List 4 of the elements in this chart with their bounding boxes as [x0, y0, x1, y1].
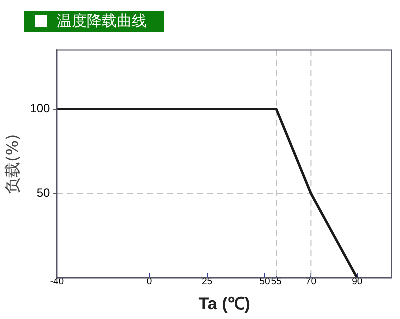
y-tick-label: 100 [30, 102, 51, 116]
x-axis-title: Ta (℃) [198, 294, 250, 314]
y-axis-title: 负载(%) [2, 134, 22, 194]
chart-title: 温度降载曲线 [57, 11, 147, 32]
